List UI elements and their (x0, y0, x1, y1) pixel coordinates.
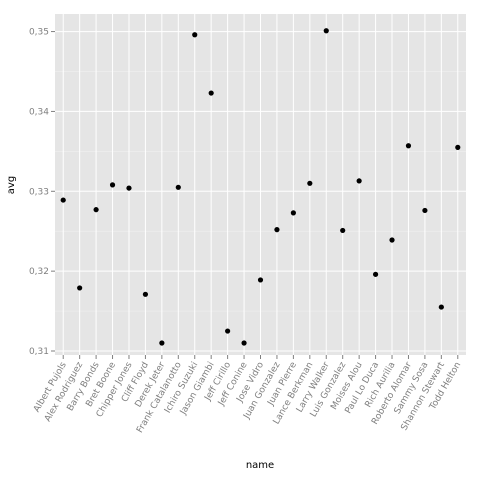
data-point (77, 285, 83, 291)
data-point (109, 182, 116, 188)
y-tick-label: 0,35 (29, 28, 49, 38)
data-point (142, 291, 149, 297)
y-tick-label: 0,32 (29, 267, 49, 277)
y-tick-label: 0,31 (29, 347, 49, 357)
y-axis-title: avg (6, 176, 17, 194)
data-point (257, 277, 264, 283)
data-point (175, 184, 181, 190)
data-point (340, 227, 346, 234)
data-point (241, 340, 247, 346)
data-point (389, 237, 395, 243)
data-point (192, 32, 198, 38)
data-point (274, 227, 280, 233)
data-point (372, 271, 379, 277)
grid-lines (55, 14, 466, 355)
data-point (307, 180, 313, 186)
y-axis-ticks: 0,31 0,32 0,33 0,34 0,35 (29, 28, 55, 357)
data-points (60, 28, 461, 346)
data-point (208, 90, 214, 96)
y-tick-label: 0,34 (29, 107, 49, 117)
data-point (323, 28, 329, 34)
data-point (159, 340, 165, 346)
data-point (290, 210, 296, 216)
data-point (455, 144, 461, 150)
data-point (422, 207, 428, 214)
data-point (60, 197, 66, 203)
data-point (126, 185, 132, 191)
data-point (356, 178, 362, 184)
y-tick-label: 0,33 (29, 187, 49, 197)
data-point (225, 328, 231, 334)
data-point (405, 143, 412, 149)
data-point (438, 304, 444, 310)
data-point (93, 207, 99, 213)
x-axis-title: name (246, 460, 274, 471)
